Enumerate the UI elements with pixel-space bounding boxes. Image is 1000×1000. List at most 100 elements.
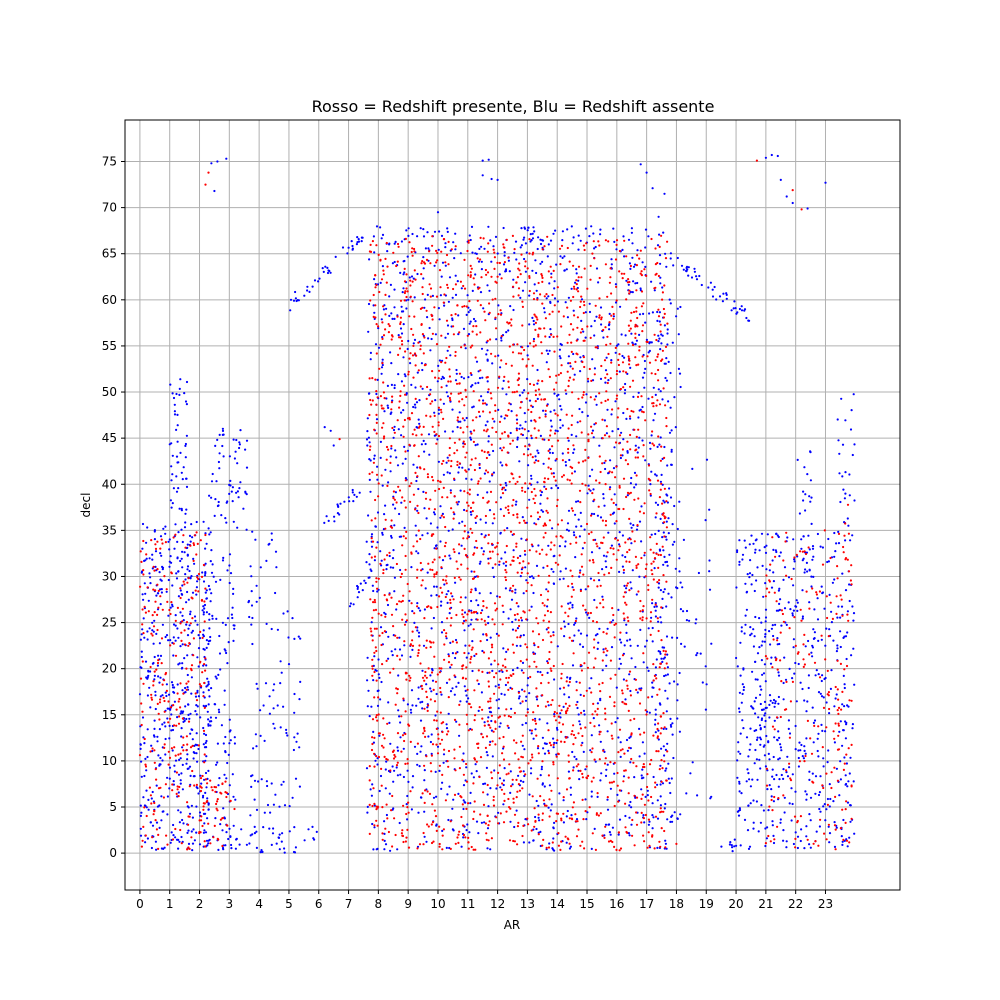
blue-point — [639, 287, 642, 290]
blue-point — [206, 797, 209, 800]
blue-point — [217, 784, 220, 787]
blue-point — [657, 215, 660, 218]
blue-point — [152, 642, 155, 645]
red-point — [174, 754, 177, 757]
blue-point — [179, 712, 182, 715]
blue-point — [490, 719, 493, 723]
blue-point — [533, 283, 536, 286]
blue-point — [223, 689, 226, 692]
blue-point — [771, 775, 774, 778]
blue-point — [484, 424, 487, 427]
blue-point — [837, 439, 840, 442]
blue-point — [826, 761, 829, 764]
blue-point — [245, 466, 249, 469]
red-point — [401, 829, 404, 832]
red-point — [156, 628, 159, 632]
blue-point — [811, 545, 815, 548]
red-point — [630, 409, 633, 413]
red-point — [541, 694, 544, 697]
blue-point — [740, 626, 743, 629]
blue-point — [523, 412, 526, 415]
blue-point — [527, 226, 530, 229]
blue-point — [154, 550, 158, 553]
blue-point — [455, 372, 458, 375]
blue-point — [528, 729, 532, 732]
red-point — [429, 402, 432, 405]
red-point — [604, 524, 608, 527]
blue-point — [422, 490, 425, 493]
blue-point — [424, 442, 427, 446]
blue-point — [852, 612, 856, 615]
red-point — [144, 765, 148, 768]
blue-point — [839, 500, 842, 504]
blue-point — [836, 647, 839, 650]
blue-point — [668, 487, 671, 490]
red-point — [159, 786, 162, 789]
blue-point — [154, 690, 157, 693]
blue-point — [653, 412, 657, 415]
blue-point — [469, 436, 472, 439]
red-point — [613, 636, 616, 639]
red-point — [633, 794, 636, 797]
red-point — [660, 780, 663, 783]
blue-point — [420, 443, 423, 446]
blue-point — [373, 559, 376, 562]
blue-point — [182, 822, 185, 825]
blue-point — [209, 531, 212, 534]
red-point — [524, 490, 527, 493]
blue-point — [489, 740, 492, 744]
blue-point — [728, 843, 732, 846]
red-point — [612, 317, 615, 320]
blue-point — [578, 720, 581, 723]
blue-point — [438, 769, 441, 773]
blue-point — [413, 745, 417, 748]
blue-point — [577, 769, 580, 772]
blue-point — [545, 588, 548, 591]
blue-point — [644, 321, 647, 324]
red-point — [479, 477, 482, 480]
red-point — [464, 389, 467, 392]
blue-point — [405, 229, 408, 232]
red-point — [610, 498, 613, 501]
blue-point — [208, 613, 211, 616]
blue-point — [144, 757, 147, 761]
blue-point — [165, 590, 168, 593]
blue-point — [750, 534, 753, 537]
blue-point — [708, 570, 711, 573]
blue-point — [490, 260, 493, 263]
blue-point — [835, 542, 838, 545]
blue-point — [641, 439, 644, 442]
blue-point — [797, 765, 801, 768]
blue-point — [322, 270, 325, 273]
blue-point — [392, 428, 396, 432]
blue-point — [695, 654, 698, 657]
blue-point — [748, 576, 751, 579]
blue-point — [528, 294, 531, 297]
red-point — [608, 781, 612, 784]
blue-point — [671, 543, 675, 546]
red-point — [631, 530, 634, 533]
blue-point — [830, 669, 833, 672]
blue-point — [549, 410, 552, 413]
blue-point — [491, 566, 494, 570]
blue-point — [565, 528, 569, 531]
blue-point — [659, 804, 663, 807]
blue-point — [468, 234, 471, 237]
blue-point — [497, 698, 501, 701]
blue-point — [841, 443, 845, 446]
blue-point — [543, 752, 547, 755]
blue-point — [245, 528, 248, 531]
blue-point — [780, 624, 783, 627]
blue-point — [406, 818, 409, 821]
red-point — [178, 715, 181, 718]
blue-point — [142, 617, 145, 620]
blue-point — [598, 579, 601, 582]
blue-point — [622, 235, 625, 238]
red-point — [229, 799, 232, 803]
blue-point — [417, 686, 420, 689]
red-point — [388, 593, 391, 596]
blue-point — [642, 661, 645, 664]
blue-point — [644, 228, 648, 231]
blue-point — [165, 683, 168, 686]
blue-point — [197, 665, 200, 668]
